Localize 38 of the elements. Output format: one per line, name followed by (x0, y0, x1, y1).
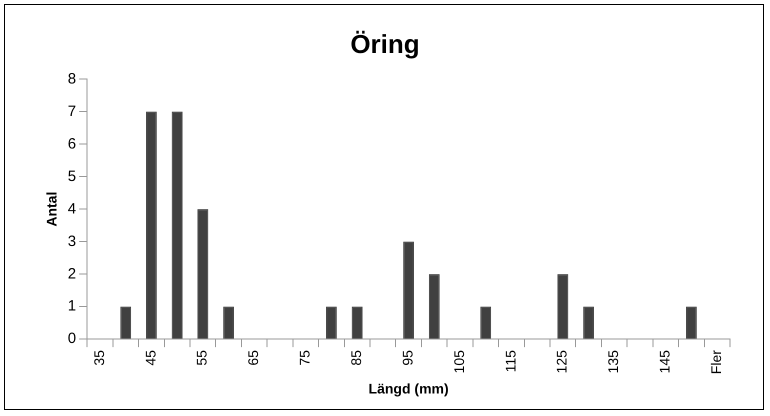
bar (557, 274, 568, 339)
y-tick-label: 8 (68, 70, 76, 88)
chart-title: Öring (350, 28, 420, 59)
x-tick-label: 125 (554, 350, 570, 374)
x-tick-label: 55 (194, 350, 210, 366)
y-tick-label: 4 (68, 200, 76, 218)
x-tick-label: 145 (656, 350, 673, 374)
bar (197, 209, 208, 339)
bar (120, 306, 132, 339)
y-tick-label: 5 (68, 168, 76, 185)
y-tick-label: 0 (68, 330, 76, 348)
x-tick-label: 75 (296, 350, 313, 366)
x-tick-label: 65 (245, 350, 262, 366)
y-tick-label: 6 (68, 135, 76, 152)
x-tick-label: 135 (605, 350, 622, 374)
x-tick-label: 115 (502, 350, 518, 372)
bar (223, 306, 234, 339)
bar (428, 274, 440, 339)
bar (326, 306, 337, 339)
bar (480, 306, 492, 339)
y-tick-label: 7 (68, 102, 76, 120)
bar (146, 112, 157, 339)
x-tick-label: 35 (90, 350, 107, 366)
y-tick-label: 1 (68, 298, 76, 315)
x-tick-label: 85 (348, 350, 364, 366)
x-tick-label: Fler (708, 350, 724, 374)
x-tick-label: 45 (142, 350, 158, 366)
bar (352, 306, 363, 339)
bar (583, 306, 594, 339)
x-tick-label: 95 (399, 350, 416, 366)
bar (172, 112, 183, 339)
y-axis-title: Antal (43, 192, 60, 227)
x-tick-label: 105 (450, 350, 467, 374)
y-tick-label: 2 (68, 265, 76, 282)
x-axis-title: Längd (mm) (368, 380, 449, 396)
bar (403, 242, 414, 339)
bar (686, 306, 697, 339)
y-tick-label: 3 (68, 232, 76, 250)
